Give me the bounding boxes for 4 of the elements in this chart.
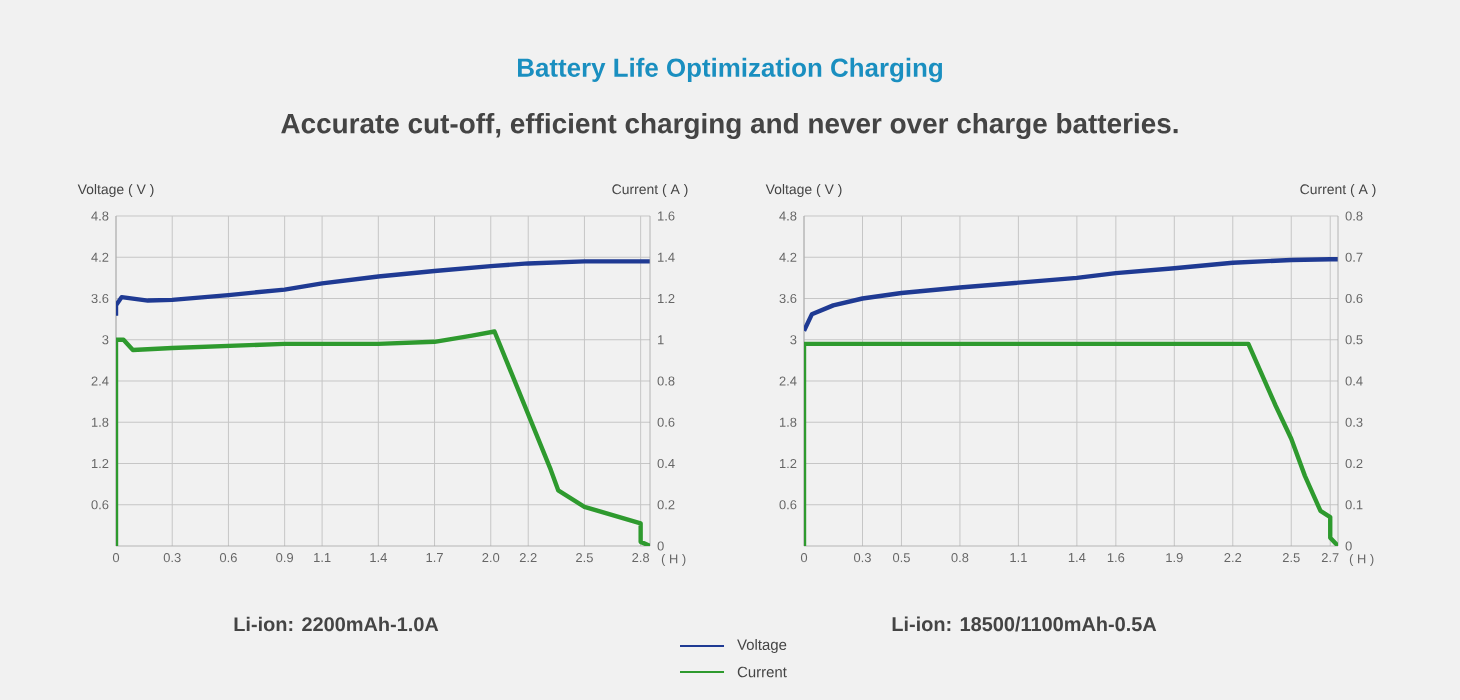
text: Li-ion: 2200mAh-1.0A (234, 616, 439, 632)
text: Battery Life Optimization Charging (518, 57, 942, 83)
text: Li-ion: 18500/1100mAh-0.5A (892, 616, 1157, 632)
text: Accurate cut-off, efficient charging and never over charge batteries. (281, 112, 1178, 140)
